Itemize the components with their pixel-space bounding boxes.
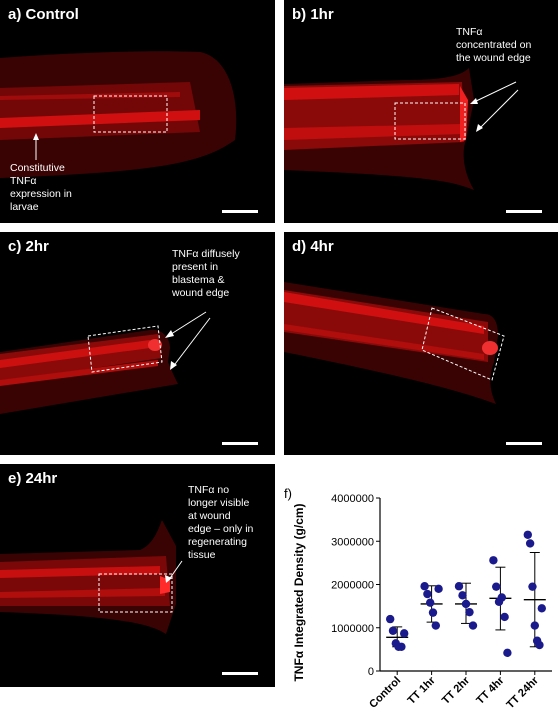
data-point bbox=[535, 640, 544, 650]
data-point bbox=[523, 530, 532, 539]
data-point bbox=[397, 642, 406, 651]
data-point bbox=[434, 584, 443, 594]
x-tick-label: TT 4hr bbox=[474, 674, 507, 707]
panel-a-control: a) Control Constitutive TNFα expression … bbox=[0, 0, 275, 223]
scale-bar bbox=[222, 672, 258, 675]
y-tick-label: 2000000 bbox=[331, 580, 374, 592]
data-point bbox=[423, 589, 432, 599]
data-point bbox=[497, 593, 506, 602]
x-tick-label: TT 1hr bbox=[405, 674, 438, 707]
larva-image-b bbox=[284, 68, 519, 190]
data-point bbox=[454, 582, 464, 591]
data-point bbox=[458, 591, 467, 600]
panel-d-4hr: d) 4hr bbox=[284, 232, 558, 455]
data-point bbox=[537, 604, 546, 613]
data-point bbox=[428, 608, 438, 617]
scale-bar bbox=[506, 442, 542, 445]
larva-image-d bbox=[284, 282, 505, 404]
data-point bbox=[525, 539, 535, 548]
data-point bbox=[461, 599, 471, 609]
data-point bbox=[500, 612, 509, 622]
panel-f-chart: f) 0 1000000 2000000 3000000 4000000 TNFα Int… bbox=[278, 472, 558, 721]
data-point bbox=[530, 621, 539, 630]
y-axis-label: TNFα Integrated Density (g/cm) bbox=[292, 503, 306, 681]
data-point bbox=[492, 582, 501, 591]
scale-bar bbox=[506, 210, 542, 213]
panel-e-24hr: e) 24hr TNFα no longer visible at wound … bbox=[0, 464, 275, 687]
data-point bbox=[503, 648, 512, 658]
y-tick-label: 4000000 bbox=[331, 493, 374, 505]
data-point bbox=[528, 582, 537, 591]
data-point bbox=[420, 582, 429, 591]
panel-label: a) Control bbox=[8, 6, 79, 23]
data-point bbox=[400, 629, 409, 638]
y-tick-label: 1000000 bbox=[331, 623, 374, 635]
panel-annotation: TNFα no longer visible at wound edge – o… bbox=[188, 484, 254, 561]
panel-label: d) 4hr bbox=[292, 238, 334, 255]
panel-b-1hr: b) 1hr TNFα concentrated on the wound ed… bbox=[284, 0, 558, 223]
larva-image-a bbox=[0, 51, 237, 178]
data-point bbox=[431, 621, 440, 630]
data-point bbox=[468, 621, 478, 630]
larva-image-c bbox=[0, 311, 211, 414]
data-point bbox=[489, 556, 498, 565]
panel-c-2hr: c) 2hr TNFα diffusely present in blastem… bbox=[0, 232, 275, 455]
data-point bbox=[465, 607, 474, 617]
data-point bbox=[386, 614, 395, 624]
y-tick-label: 0 bbox=[368, 666, 374, 678]
panel-label: b) 1hr bbox=[292, 6, 334, 23]
x-tick-label: TT 24hr bbox=[504, 674, 541, 711]
x-tick-label: TT 2hr bbox=[440, 674, 473, 707]
panel-label: e) 24hr bbox=[8, 470, 58, 487]
data-point bbox=[426, 598, 435, 607]
scale-bar bbox=[222, 442, 258, 445]
larva-image-e bbox=[0, 520, 183, 634]
panel-label: f) bbox=[284, 486, 292, 501]
x-tick-label: Control bbox=[367, 675, 403, 711]
panel-label: c) 2hr bbox=[8, 238, 49, 255]
panel-annotation: TNFα diffusely present in blastema & wou… bbox=[172, 248, 240, 299]
scatter-chart: 0 1000000 2000000 3000000 4000000 TNFα Integr… bbox=[292, 493, 552, 711]
scale-bar bbox=[222, 210, 258, 213]
panel-annotation: TNFα concentrated on the wound edge bbox=[456, 26, 532, 64]
data-point bbox=[388, 626, 398, 635]
y-tick-label: 3000000 bbox=[331, 536, 374, 548]
panel-annotation: Constitutive TNFα expression in larvae bbox=[10, 162, 72, 213]
